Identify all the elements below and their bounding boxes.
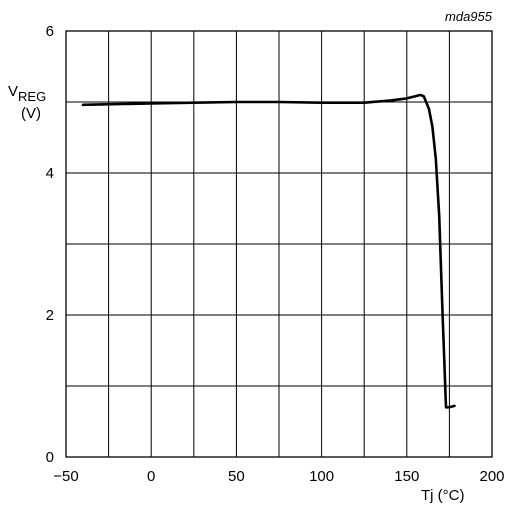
x-tick-label: 100 bbox=[309, 468, 334, 485]
x-tick-label: 50 bbox=[228, 468, 245, 485]
x-axis-label: Tj (°C) bbox=[421, 487, 464, 504]
y-axis-label-main: V bbox=[8, 83, 18, 100]
y-tick-label: 2 bbox=[46, 307, 54, 324]
y-tick-label: 0 bbox=[46, 449, 54, 466]
y-axis-label: VREG (V) bbox=[8, 83, 46, 122]
y-axis-unit: (V) bbox=[21, 105, 41, 122]
svg-text:VREG: VREG bbox=[8, 83, 46, 104]
y-axis-label-subscript: REG bbox=[18, 89, 46, 104]
chart-code-label: mda955 bbox=[445, 9, 493, 24]
x-tick-label: −50 bbox=[53, 468, 78, 485]
series-line bbox=[81, 93, 456, 409]
x-tick-label: 0 bbox=[147, 468, 155, 485]
tick-labels: −50 0 50 100 150 200 0 2 4 6 bbox=[46, 23, 505, 485]
x-tick-label: 200 bbox=[479, 468, 504, 485]
y-tick-label: 4 bbox=[46, 165, 54, 182]
x-tick-label: 150 bbox=[394, 468, 419, 485]
plot-frame bbox=[65, 30, 493, 458]
series-layer bbox=[81, 93, 456, 409]
y-tick-label: 6 bbox=[46, 23, 54, 40]
grid bbox=[65, 30, 493, 458]
